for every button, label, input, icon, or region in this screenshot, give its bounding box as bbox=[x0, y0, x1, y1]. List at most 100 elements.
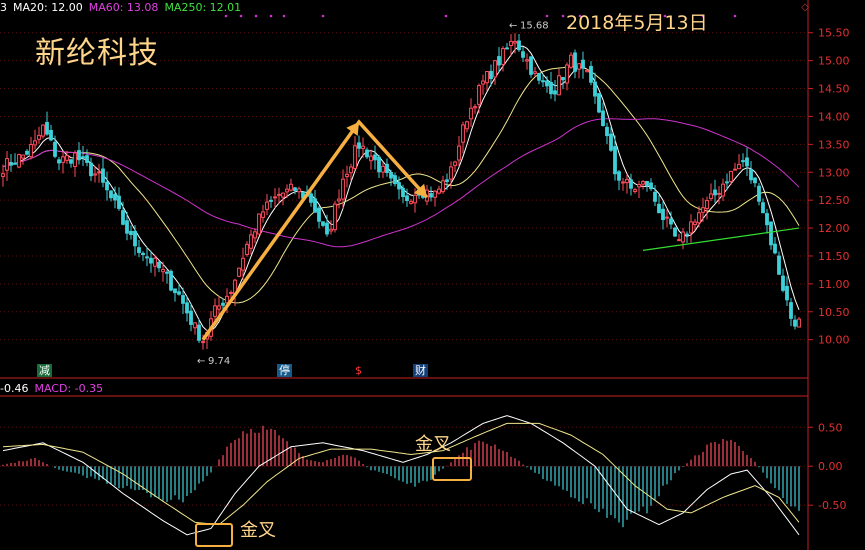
price-tick-label: 15.00 bbox=[818, 55, 850, 68]
candle-up bbox=[437, 188, 441, 194]
event-dot bbox=[607, 14, 611, 18]
candle-up bbox=[585, 70, 589, 73]
event-marker[interactable]: $ bbox=[353, 364, 364, 377]
event-marker[interactable]: 减 bbox=[37, 364, 52, 377]
candle-down bbox=[661, 208, 665, 221]
candle-up bbox=[349, 166, 353, 174]
candle-down bbox=[365, 149, 369, 158]
high-marker-label: 15.68 bbox=[520, 21, 549, 32]
candle-up bbox=[665, 216, 669, 219]
candle-up bbox=[381, 165, 385, 173]
candle-down bbox=[649, 182, 653, 190]
event-dot bbox=[239, 14, 243, 18]
candle-down bbox=[617, 171, 621, 181]
candle-down bbox=[597, 93, 601, 113]
candle-down bbox=[197, 324, 201, 341]
macd-panel bbox=[0, 415, 808, 536]
candle-up bbox=[273, 196, 277, 199]
candle-up bbox=[693, 221, 697, 226]
candle-up bbox=[265, 201, 269, 210]
candle-up bbox=[477, 85, 481, 105]
candle-up bbox=[193, 322, 197, 329]
price-axis: 10.00 10.50 11.00 11.50 12.00 12.50 13.00 13.50… bbox=[807, 0, 850, 550]
candle-up bbox=[465, 121, 469, 130]
price-tick-label: 12.00 bbox=[818, 222, 850, 235]
candle-up bbox=[229, 291, 233, 294]
candle-up bbox=[677, 239, 681, 242]
candle-down bbox=[757, 185, 761, 202]
candle-down bbox=[189, 310, 193, 325]
candle-down bbox=[101, 168, 105, 183]
candle-up bbox=[729, 170, 733, 183]
candle-down bbox=[589, 65, 593, 83]
candle-down bbox=[9, 162, 13, 166]
candle-down bbox=[165, 271, 169, 274]
candle-down bbox=[185, 302, 189, 314]
candle-up bbox=[633, 189, 637, 193]
candle-down bbox=[769, 221, 773, 246]
candle-up bbox=[533, 71, 537, 74]
candle-down bbox=[77, 150, 81, 161]
candle-down bbox=[157, 261, 161, 269]
ma-line-60 bbox=[2, 118, 800, 248]
candle-up bbox=[281, 192, 285, 198]
event-dot bbox=[561, 14, 565, 18]
candle-down bbox=[537, 73, 541, 81]
candle-up bbox=[97, 171, 101, 174]
candle-up bbox=[93, 173, 97, 176]
candle-down bbox=[601, 110, 605, 127]
price-tick-label: 13.50 bbox=[818, 138, 850, 151]
candle-down bbox=[45, 121, 49, 135]
golden-cross-box-2 bbox=[432, 457, 472, 481]
candle-up bbox=[329, 228, 333, 232]
event-marker[interactable]: 停 bbox=[277, 364, 292, 377]
candle-down bbox=[545, 80, 549, 87]
candle-down bbox=[529, 56, 533, 75]
candle-up bbox=[449, 166, 453, 180]
candle-down bbox=[785, 285, 789, 301]
candle-down bbox=[605, 126, 609, 137]
golden-cross-box-1 bbox=[195, 523, 233, 547]
low-marker-arrow: ← bbox=[197, 356, 205, 367]
candle-down bbox=[13, 162, 17, 165]
price-tick-label: 11.00 bbox=[818, 278, 850, 291]
candle-up bbox=[493, 60, 497, 78]
price-tick-label: 11.50 bbox=[818, 250, 850, 263]
macd-tick-label: 0.50 bbox=[818, 421, 843, 434]
candle-down bbox=[141, 252, 145, 256]
candle-down bbox=[133, 230, 137, 247]
price-tick-label: 13.00 bbox=[818, 166, 850, 179]
candle-down bbox=[325, 222, 329, 235]
ma-legend-item: 3 bbox=[0, 1, 7, 14]
candle-down bbox=[173, 288, 177, 294]
candle-down bbox=[321, 221, 325, 226]
price-tick-label: 15.50 bbox=[818, 27, 850, 40]
diamond-icon[interactable]: ◇ bbox=[801, 2, 809, 13]
candle-down bbox=[269, 199, 273, 202]
candle-down bbox=[549, 81, 553, 95]
candle-up bbox=[37, 134, 41, 140]
candle-up bbox=[41, 124, 45, 137]
candle-down bbox=[389, 171, 393, 179]
candle-up bbox=[453, 161, 457, 166]
candle-up bbox=[413, 194, 417, 204]
ma-legend-item: MA20: 12.00 bbox=[13, 1, 83, 14]
candle-down bbox=[657, 203, 661, 214]
candle-down bbox=[393, 175, 397, 185]
candle-up bbox=[681, 231, 685, 243]
candle-up bbox=[161, 269, 165, 273]
candle-down bbox=[793, 319, 797, 327]
macd-dif-line bbox=[2, 415, 800, 536]
candle-down bbox=[313, 198, 317, 213]
candle-up bbox=[469, 107, 473, 120]
candle-down bbox=[81, 156, 85, 159]
candle-up bbox=[353, 145, 357, 169]
event-dot bbox=[444, 14, 448, 18]
candle-down bbox=[177, 291, 181, 295]
candle-down bbox=[553, 90, 557, 95]
candle-down bbox=[221, 302, 225, 306]
candle-down bbox=[573, 52, 577, 72]
candle-down bbox=[613, 146, 617, 175]
candle-down bbox=[121, 210, 125, 225]
event-marker[interactable]: 财 bbox=[413, 364, 428, 377]
